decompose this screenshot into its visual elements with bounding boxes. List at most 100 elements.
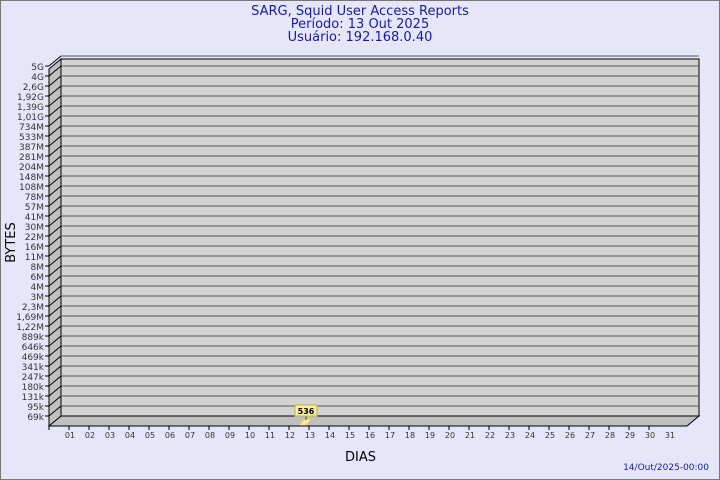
y-tick-diag <box>48 365 62 377</box>
y-tick-label: 469k <box>22 353 45 363</box>
x-tick-label: 23 <box>505 431 515 440</box>
x-tick-label: 20 <box>445 431 455 440</box>
y-tick-diag <box>48 335 62 347</box>
y-tick-diag <box>48 245 62 257</box>
y-tick-label: 4M <box>31 283 45 293</box>
y-tick-label: 341k <box>22 363 45 373</box>
y-tick-label: 41M <box>25 213 44 223</box>
y-tick-label: 180k <box>22 383 45 393</box>
chart-title: SARG, Squid User Access Reports <box>251 4 469 19</box>
y-tick-label: 95k <box>27 403 44 413</box>
chart-subtitle-period: Período: 13 Out 2025 <box>290 17 430 32</box>
x-tick-label: 16 <box>365 431 375 440</box>
y-tick-label: 533M <box>19 133 44 143</box>
y-tick-diag <box>48 155 62 167</box>
x-tick-label: 24 <box>525 431 535 440</box>
y-tick-diag <box>48 265 62 277</box>
y-tick-label: 1,92G <box>17 93 44 103</box>
x-tick-label: 06 <box>165 431 175 440</box>
y-tick-label: 387M <box>19 143 44 153</box>
y-tick-label: 646k <box>22 343 45 353</box>
y-tick-diag <box>48 255 62 267</box>
y-tick-diag <box>48 215 62 227</box>
chart-subtitle-user: Usuário: 192.168.0.40 <box>287 30 433 45</box>
y-tick-diag <box>48 295 62 307</box>
y-tick-label: 2,6G <box>23 83 44 93</box>
y-tick-label: 1,22M <box>16 323 44 333</box>
y-tick-label: 1,01G <box>17 113 44 123</box>
y-tick-diag <box>48 305 62 317</box>
y-tick-diag <box>48 185 62 197</box>
y-tick-diag <box>48 135 62 147</box>
y-tick-label: 69k <box>27 413 44 423</box>
y-tick-label: 4G <box>31 73 44 83</box>
y-tick-diag <box>48 55 62 67</box>
y-tick-diag <box>48 75 62 87</box>
y-tick-label: 148M <box>19 173 44 183</box>
x-tick-label: 02 <box>85 431 95 440</box>
x-tick-label: 30 <box>645 431 655 440</box>
x-tick-label: 09 <box>225 431 235 440</box>
x-tick-label: 21 <box>465 431 475 440</box>
y-tick-label: 2,3M <box>22 303 44 313</box>
y-tick-diag <box>48 285 62 297</box>
x-tick-label: 01 <box>65 431 75 440</box>
y-tick-diag <box>48 145 62 157</box>
x-tick-label: 29 <box>625 431 635 440</box>
x-tick-label: 04 <box>125 431 135 440</box>
y-tick-diag <box>48 395 62 407</box>
x-tick-label: 11 <box>265 431 275 440</box>
y-tick-label: 11M <box>25 253 44 263</box>
y-tick-label: 22M <box>25 233 44 243</box>
y-tick-diag <box>48 275 62 287</box>
y-axis-label: BYTES <box>3 222 19 263</box>
y-tick-diag <box>48 175 62 187</box>
x-tick-label: 12 <box>285 431 295 440</box>
floor <box>47 415 701 427</box>
y-tick-diag <box>48 115 62 127</box>
x-tick-label: 26 <box>565 431 575 440</box>
y-tick-label: 889k <box>22 333 45 343</box>
x-tick-label: 18 <box>405 431 415 440</box>
y-tick-diag <box>48 85 62 97</box>
y-tick-diag <box>48 315 62 327</box>
back-wall <box>60 58 700 417</box>
y-tick-label: 108M <box>19 183 44 193</box>
x-tick-label: 17 <box>385 431 395 440</box>
x-tick-label: 31 <box>665 431 675 440</box>
x-tick-label: 10 <box>245 431 255 440</box>
data-label: 536 <box>298 407 315 416</box>
x-tick-label: 05 <box>145 431 155 440</box>
y-tick-diag <box>48 165 62 177</box>
x-tick-label: 07 <box>185 431 195 440</box>
y-tick-label: 5G <box>31 63 44 73</box>
y-tick-diag <box>48 405 62 417</box>
x-tick-label: 03 <box>105 431 115 440</box>
y-tick-label: 57M <box>25 203 44 213</box>
y-tick-diag <box>48 345 62 357</box>
y-tick-diag <box>48 125 62 137</box>
y-tick-diag <box>48 375 62 387</box>
x-tick-label: 13 <box>305 431 315 440</box>
y-tick-label: 131k <box>22 393 45 403</box>
x-tick-label: 14 <box>325 431 335 440</box>
x-tick-label: 15 <box>345 431 355 440</box>
y-tick-label: 30M <box>25 223 44 233</box>
y-tick-diag <box>48 325 62 337</box>
y-tick-diag <box>48 105 62 117</box>
y-tick-label: 16M <box>25 243 44 253</box>
y-tick-diag <box>48 385 62 397</box>
y-tick-diag <box>48 65 62 77</box>
data-label-box <box>294 404 318 417</box>
x-axis-label: DIAS <box>345 450 376 465</box>
y-tick-label: 204M <box>19 163 44 173</box>
y-tick-label: 734M <box>19 123 44 133</box>
y-tick-label: 247k <box>22 373 45 383</box>
y-tick-diag <box>48 205 62 217</box>
y-tick-diag <box>48 195 62 207</box>
x-tick-label: 19 <box>425 431 435 440</box>
y-tick-label: 1,69M <box>16 313 44 323</box>
y-tick-diag <box>48 235 62 247</box>
